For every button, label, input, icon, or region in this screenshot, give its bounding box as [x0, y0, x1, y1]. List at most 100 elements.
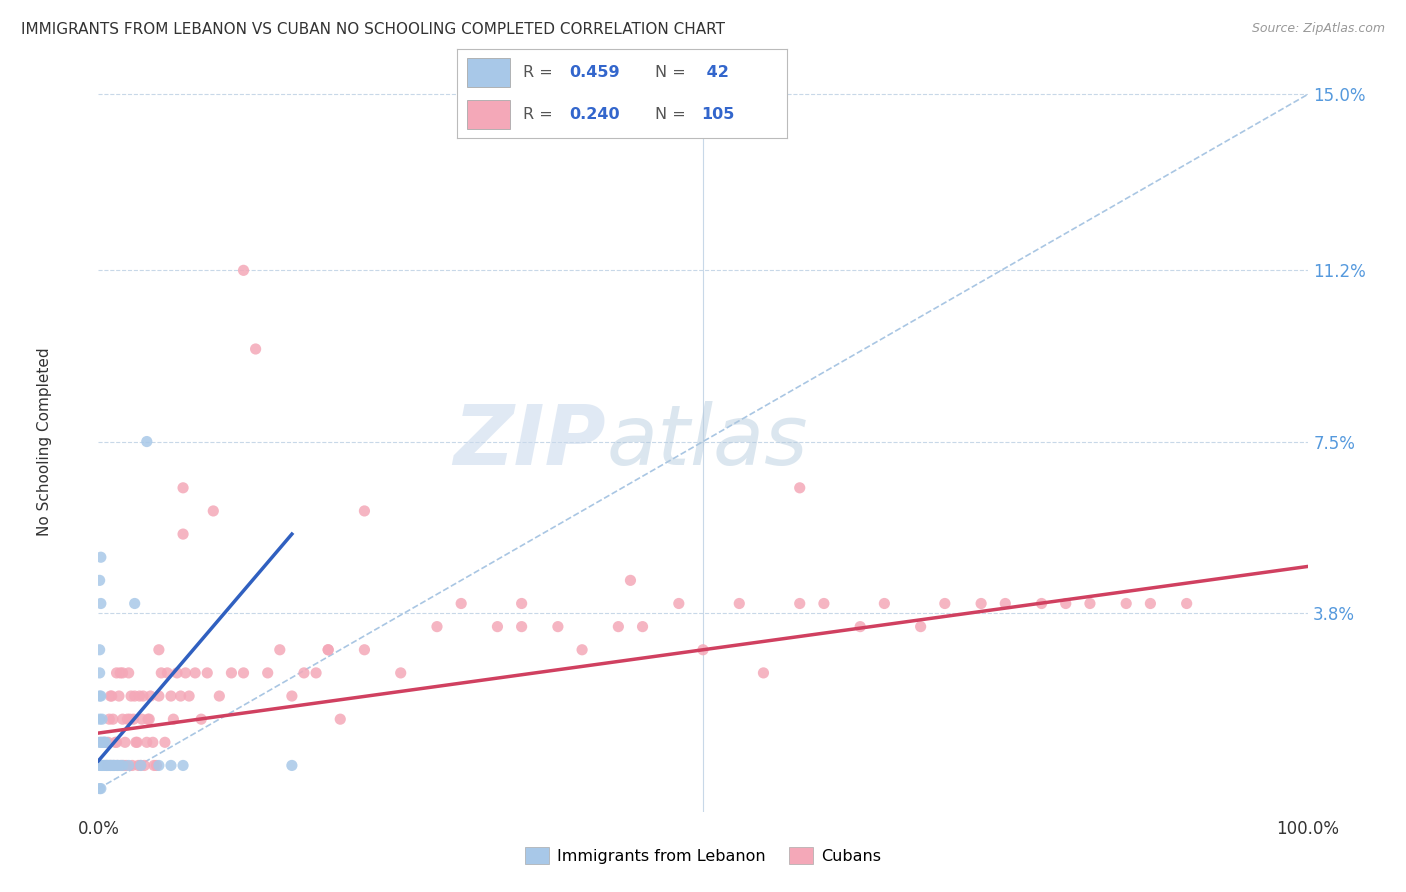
Point	[93, 735, 115, 749]
Point	[202, 504, 225, 518]
Point	[135, 735, 157, 749]
Point	[162, 712, 184, 726]
Point	[179, 689, 201, 703]
Point	[89, 689, 111, 703]
Point	[232, 665, 254, 680]
Point	[114, 735, 136, 749]
Text: 0.240: 0.240	[569, 107, 620, 121]
Point	[131, 712, 153, 726]
Point	[1115, 597, 1137, 611]
Point	[281, 758, 304, 772]
Point	[1031, 597, 1053, 611]
Point	[143, 758, 166, 772]
Point	[118, 758, 141, 772]
Point	[125, 735, 148, 749]
Point	[105, 665, 128, 680]
Point	[148, 642, 170, 657]
Point	[138, 712, 160, 726]
FancyBboxPatch shape	[467, 100, 510, 129]
Point	[108, 689, 131, 703]
Point	[89, 781, 111, 796]
Point	[571, 642, 593, 657]
Point	[150, 665, 173, 680]
Point	[122, 712, 145, 726]
Point	[172, 481, 194, 495]
Point	[910, 619, 932, 633]
Text: 105: 105	[702, 107, 735, 121]
Point	[132, 689, 155, 703]
Point	[108, 758, 131, 772]
Point	[111, 712, 134, 726]
Point	[139, 689, 162, 703]
Point	[118, 665, 141, 680]
Point	[190, 712, 212, 726]
Point	[94, 735, 117, 749]
Point	[510, 597, 533, 611]
Point	[97, 758, 120, 772]
Point	[93, 758, 115, 772]
Point	[142, 735, 165, 749]
Point	[96, 758, 118, 772]
Point	[789, 481, 811, 495]
Point	[110, 758, 132, 772]
Text: R =: R =	[523, 65, 553, 79]
Point	[100, 689, 122, 703]
Point	[97, 735, 120, 749]
Point	[994, 597, 1017, 611]
Point	[135, 434, 157, 449]
Legend: Immigrants from Lebanon, Cubans: Immigrants from Lebanon, Cubans	[519, 841, 887, 871]
Point	[934, 597, 956, 611]
Point	[101, 712, 124, 726]
Text: ZIP: ZIP	[454, 401, 606, 482]
Point	[1078, 597, 1101, 611]
Point	[90, 758, 112, 772]
Point	[117, 712, 139, 726]
Point	[153, 735, 176, 749]
Point	[547, 619, 569, 633]
Point	[103, 758, 125, 772]
Point	[101, 758, 124, 772]
Point	[256, 665, 278, 680]
FancyBboxPatch shape	[467, 58, 510, 87]
Point	[104, 735, 127, 749]
Point	[1175, 597, 1198, 611]
Point	[1139, 597, 1161, 611]
Point	[145, 758, 167, 772]
Point	[184, 665, 207, 680]
Point	[90, 689, 112, 703]
Point	[91, 712, 114, 726]
Point	[316, 642, 339, 657]
Point	[128, 689, 150, 703]
Point	[100, 758, 122, 772]
Point	[728, 597, 751, 611]
Text: 42: 42	[702, 65, 730, 79]
Point	[353, 642, 375, 657]
Point	[89, 642, 111, 657]
Point	[174, 665, 197, 680]
Text: Source: ZipAtlas.com: Source: ZipAtlas.com	[1251, 22, 1385, 36]
Text: R =: R =	[523, 107, 553, 121]
Point	[100, 689, 122, 703]
Point	[148, 689, 170, 703]
Point	[111, 758, 134, 772]
Point	[269, 642, 291, 657]
Point	[89, 665, 111, 680]
Point	[127, 735, 149, 749]
Point	[94, 758, 117, 772]
Point	[486, 619, 509, 633]
Point	[98, 758, 121, 772]
Point	[389, 665, 412, 680]
Point	[619, 574, 641, 588]
Point	[316, 642, 339, 657]
Point	[813, 597, 835, 611]
Point	[124, 597, 146, 611]
Point	[873, 597, 896, 611]
Point	[148, 758, 170, 772]
Point	[136, 712, 159, 726]
Point	[156, 665, 179, 680]
Point	[127, 758, 149, 772]
Point	[91, 735, 114, 749]
Point	[105, 758, 128, 772]
Point	[100, 758, 122, 772]
Point	[353, 504, 375, 518]
